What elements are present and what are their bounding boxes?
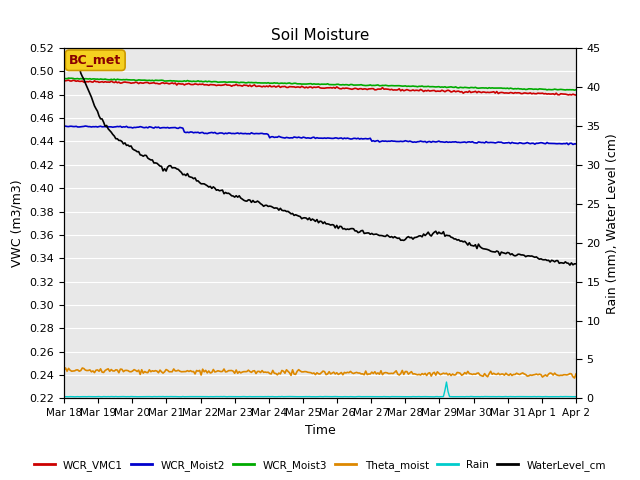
Y-axis label: Rain (mm), Water Level (cm): Rain (mm), Water Level (cm) (606, 133, 619, 313)
Y-axis label: VWC (m3/m3): VWC (m3/m3) (11, 180, 24, 267)
Legend: WCR_VMC1, WCR_Moist2, WCR_Moist3, Theta_moist, Rain, WaterLevel_cm: WCR_VMC1, WCR_Moist2, WCR_Moist3, Theta_… (29, 456, 611, 475)
Text: BC_met: BC_met (69, 54, 122, 67)
X-axis label: Time: Time (305, 424, 335, 437)
Title: Soil Moisture: Soil Moisture (271, 28, 369, 43)
